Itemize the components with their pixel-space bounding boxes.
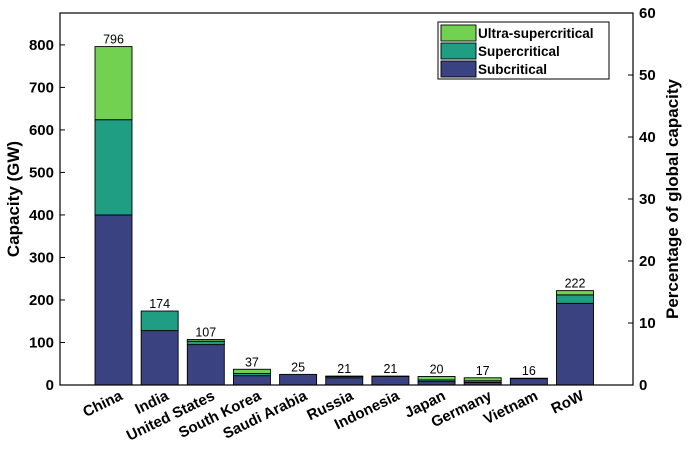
legend-label-supercritical: Supercritical [478,44,560,59]
y-tick-label-0: 0 [46,377,54,394]
right-y-axis: 0 10 20 30 40 50 60 [628,5,656,394]
bar-subcritical-4 [279,373,318,386]
y-tick-label-6: 600 [29,122,54,139]
y-tick-label-1: 100 [29,334,54,351]
legend-swatch-supercritical [440,42,477,60]
total-label-9: 16 [522,364,536,378]
total-label-0: 796 [103,33,124,47]
bar-supercritical-2 [186,340,225,346]
total-labels-layer: 796 174 107 37 25 21 21 20 17 16 222 [103,33,585,379]
bar-ultra-supercritical-10 [556,290,594,296]
bar-ultra-supercritical-2 [186,339,225,342]
left-y-axis: 0 100 200 300 400 500 600 700 800 [29,37,65,394]
bar-subcritical-6 [371,376,410,386]
bar-subcritical-2 [186,344,225,386]
y-tick-label-4: 400 [29,207,54,224]
x-tick-label-0: China [80,387,125,421]
legend-label-ultra-supercritical: Ultra-supercritical [478,26,594,41]
bar-ultra-supercritical-3 [232,368,271,374]
bar-ultra-supercritical-7 [417,376,456,381]
y-right-tick-label-3: 30 [639,191,656,208]
bar-subcritical-1 [140,330,179,386]
total-label-5: 21 [337,362,351,376]
y-axis-title: Capacity (GW) [4,141,23,257]
legend-label-subcritical: Subcritical [478,62,547,77]
y-right-tick-label-0: 0 [639,377,647,394]
y-axis-right-title: Percentage of global capacity [663,78,682,319]
total-label-6: 21 [383,362,397,376]
bar-supercritical-1 [140,310,179,332]
y-right-tick-label-4: 40 [639,129,656,146]
y-tick-label-7: 700 [29,79,54,96]
bar-supercritical-0 [94,119,133,216]
bar-subcritical-5 [325,377,364,386]
total-label-8: 17 [476,364,490,378]
total-label-7: 20 [430,363,444,377]
total-label-3: 37 [245,355,259,369]
y-right-tick-label-1: 10 [639,315,656,332]
bar-subcritical-9 [509,378,548,386]
bar-subcritical-10 [556,302,594,386]
y-right-tick-label-6: 60 [639,5,656,22]
total-label-4: 25 [291,360,305,374]
bar-supercritical-10 [556,294,594,304]
y-tick-label-2: 200 [29,292,54,309]
total-label-1: 174 [149,297,170,311]
bar-ultra-supercritical-8 [463,377,502,382]
legend: Ultra-supercritical Supercritical Subcriti… [437,21,610,80]
total-label-10: 222 [565,277,586,291]
bars-layer [94,46,594,386]
y-right-tick-label-5: 50 [639,67,656,84]
y-tick-label-8: 800 [29,37,54,54]
y-right-tick-label-2: 20 [639,253,656,270]
legend-swatch-subcritical [440,60,477,78]
legend-swatch-ultra-supercritical [440,24,477,42]
x-tick-label-10: RoW [549,387,588,418]
y-tick-label-3: 300 [29,249,54,266]
bar-ultra-supercritical-0 [94,46,133,121]
y-tick-label-5: 500 [29,164,54,181]
bar-subcritical-0 [94,214,133,386]
bar-subcritical-3 [232,375,271,386]
total-label-2: 107 [195,326,216,340]
